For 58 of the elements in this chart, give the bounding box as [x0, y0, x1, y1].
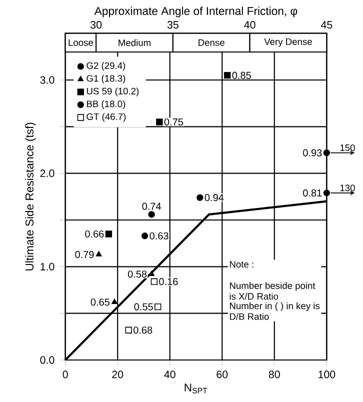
point	[112, 298, 118, 304]
annotation: 0.85	[232, 72, 251, 79]
point	[323, 149, 330, 156]
x2-axis-title: Approximate Angle of Internal Friction, φ	[94, 6, 298, 18]
legend-label: G1 (18.3)	[86, 74, 126, 84]
y-tick-label: 3.0	[40, 76, 54, 84]
point	[96, 251, 102, 256]
annotation: 0.93	[303, 149, 322, 156]
legend-label: G2 (29.4)	[86, 62, 126, 71]
point	[154, 303, 162, 310]
annotation: 150	[340, 144, 355, 152]
x2-tick-label: 35	[167, 21, 178, 29]
band-label: Very Dense	[264, 38, 312, 47]
annotation: 0.74	[142, 202, 162, 210]
point	[141, 232, 148, 240]
legend-label: US 59 (10.2)	[86, 88, 139, 96]
x-axis-title: N$_{SPT}$	[184, 384, 208, 394]
band-label: Medium	[118, 39, 150, 46]
x2-tick-label: 45	[320, 21, 332, 29]
y-tick-label: 1.0	[40, 262, 54, 270]
point	[148, 211, 155, 218]
annotation: 0.65	[90, 298, 110, 306]
legend-label: BB (18.0)	[87, 100, 126, 110]
annotation: 0.94	[204, 194, 224, 202]
annotation: 0.79	[75, 250, 94, 258]
point	[150, 278, 158, 285]
y-axis-title: Ultimate Side Resistance (tsf)	[25, 122, 36, 270]
point	[224, 72, 231, 79]
x-tick-label: 60	[216, 370, 228, 378]
annotation: Number beside point is X/D Ratio	[230, 282, 316, 300]
x-tick-label: 0	[62, 370, 68, 378]
x-tick-label: 100	[318, 370, 336, 378]
x2-tick-label: 40	[244, 21, 256, 29]
annotation: 0.75	[164, 118, 183, 126]
annotation: 0.81	[303, 189, 322, 196]
annotation: 0.66	[85, 230, 104, 238]
annotation: Number in ( ) in key is D/B Ratio	[230, 302, 320, 320]
y-tick-label: 0.0	[40, 356, 54, 364]
x-tick-label: 40	[164, 370, 176, 378]
annotation: Note :	[230, 261, 254, 268]
point	[196, 194, 204, 201]
annotation: 0.63	[150, 232, 168, 240]
x2-tick-label: 30	[90, 21, 102, 29]
band-label: Dense	[198, 39, 224, 46]
point	[125, 326, 132, 334]
annotation: 0.58	[128, 270, 147, 278]
legend-label: GT (46.7)	[86, 113, 126, 122]
annotation: 0.68	[134, 326, 152, 334]
x-tick-label: 20	[112, 370, 124, 378]
point	[323, 190, 330, 196]
annotation: 130	[340, 184, 355, 192]
x-tick-label: 80	[268, 370, 280, 378]
point	[156, 118, 163, 126]
annotation: 0.16	[159, 278, 178, 286]
annotation: 0.55	[134, 303, 153, 310]
point	[105, 230, 112, 238]
band-label: Loose	[68, 39, 93, 46]
y-tick-label: 2.0	[40, 170, 54, 178]
